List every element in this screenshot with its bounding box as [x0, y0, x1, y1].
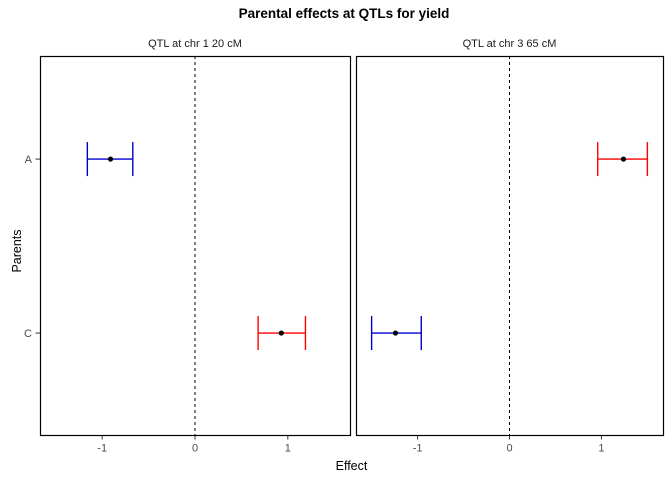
facet-strip-chr1: QTL at chr 1 20 cM [148, 38, 242, 50]
x-axis-title: Effect [335, 459, 368, 473]
y-axis-title: Parents [10, 229, 24, 273]
panel-border [355, 55, 665, 437]
facet-strip-chr3: QTL at chr 3 65 cM [462, 38, 557, 50]
x-tick-label: 1 [285, 443, 291, 455]
panel-border [39, 55, 352, 437]
y-tick-label: C [24, 328, 32, 340]
x-tick-label: -1 [97, 443, 107, 455]
estimate-point [620, 156, 627, 162]
x-tick-label: 0 [192, 443, 198, 455]
y-tick-label: A [25, 154, 33, 166]
x-tick-label: 0 [506, 443, 512, 455]
x-tick-label: 1 [598, 443, 604, 455]
estimate-point [278, 330, 284, 336]
x-tick-label: -1 [413, 443, 423, 455]
plot-title: Parental effects at QTLs for yield [238, 6, 450, 21]
estimate-point [392, 330, 399, 336]
estimate-point [107, 156, 114, 162]
